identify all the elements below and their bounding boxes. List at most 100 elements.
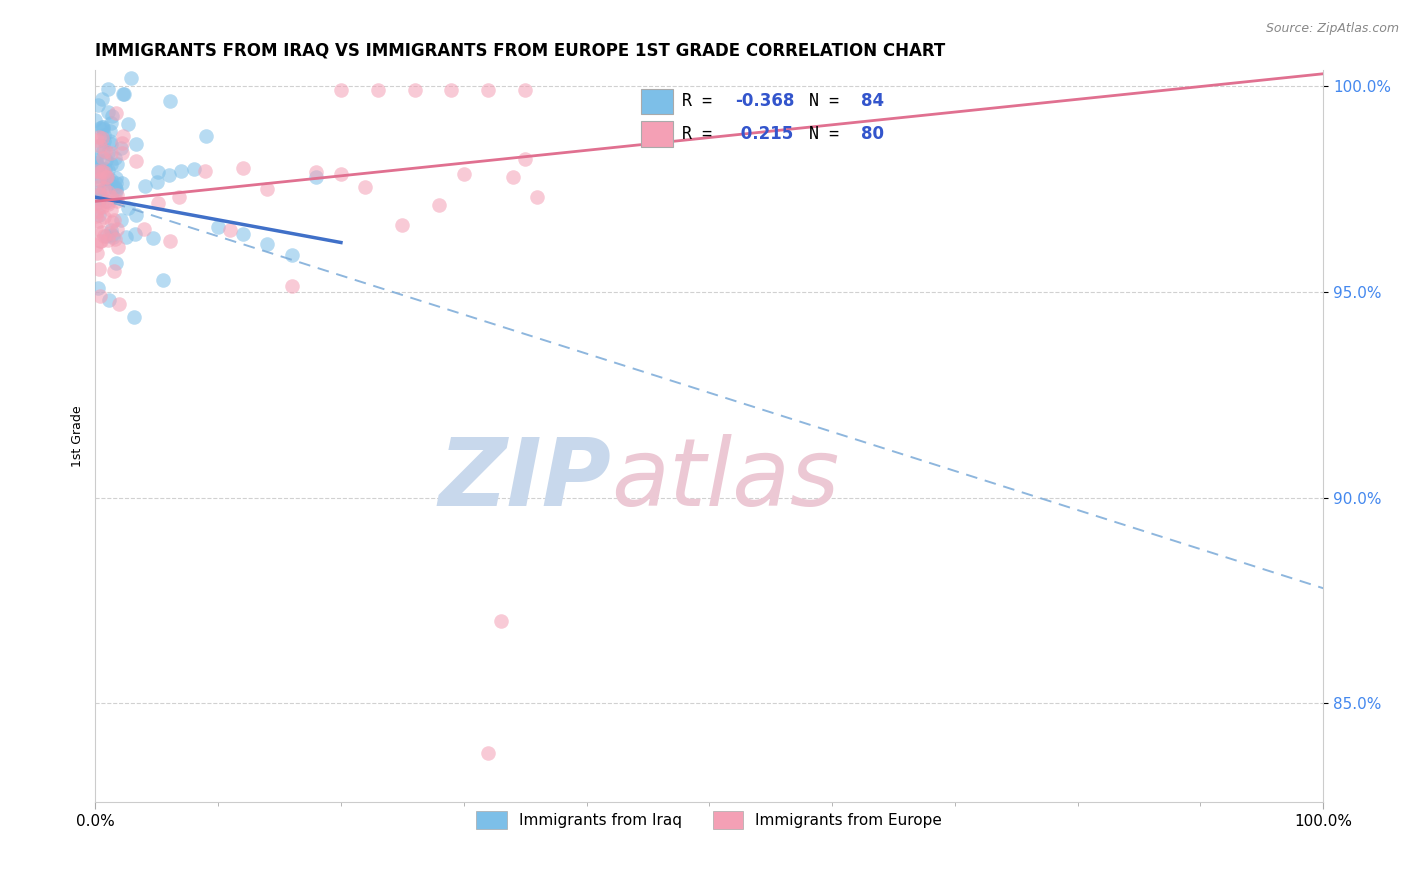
Point (100, 146, 122, 161)
Point (100, 215, 122, 229)
Point (112, 87, 135, 101)
Point (96, 186, 118, 200)
Text: ZIP: ZIP (439, 434, 612, 526)
Point (122, 310, 145, 324)
Point (354, 179, 377, 194)
Point (89, 192, 111, 206)
Point (87, 130, 110, 145)
Point (97, 146, 120, 161)
Point (101, 228, 124, 243)
Point (256, 237, 278, 252)
Point (170, 163, 193, 178)
Point (125, 136, 148, 151)
Point (87, 180, 110, 194)
Point (105, 157, 128, 171)
Point (232, 227, 254, 241)
Point (87, 261, 110, 276)
Point (110, 213, 132, 227)
Point (93, 182, 115, 196)
Point (84, 113, 107, 128)
Point (84, 156, 107, 170)
Point (84, 153, 107, 167)
Point (195, 129, 218, 144)
Point (93, 128, 115, 142)
Point (89, 187, 111, 202)
Point (93, 144, 115, 158)
Y-axis label: 1st Grade: 1st Grade (72, 405, 84, 467)
Point (87, 200, 110, 214)
Point (87, 281, 110, 295)
Point (91, 145, 114, 159)
Point (107, 240, 129, 254)
Point (142, 231, 165, 245)
Point (89, 289, 111, 303)
Point (111, 136, 134, 150)
Point (87, 196, 110, 211)
Point (96, 176, 118, 190)
Point (305, 165, 328, 179)
Point (513, 83, 536, 97)
Point (89, 138, 111, 153)
Point (97, 162, 120, 177)
Point (87, 160, 110, 174)
Point (96, 153, 118, 167)
Point (329, 83, 352, 97)
Point (100, 203, 122, 218)
Point (91, 200, 114, 214)
Point (94, 229, 117, 244)
Point (111, 129, 134, 144)
Point (96, 169, 118, 184)
Point (91, 120, 114, 134)
Point (489, 614, 512, 628)
Point (93, 210, 115, 224)
Point (124, 227, 146, 241)
Point (86, 188, 108, 202)
Point (89, 165, 111, 179)
Point (157, 169, 180, 183)
Point (84, 152, 107, 166)
Point (110, 141, 132, 155)
Point (98, 134, 121, 148)
Point (84, 221, 107, 235)
Point (100, 190, 122, 204)
Point (101, 109, 124, 123)
Point (89, 139, 111, 153)
Text: Source: ZipAtlas.com: Source: ZipAtlas.com (1265, 22, 1399, 36)
Point (93, 164, 115, 178)
Point (103, 212, 125, 227)
Point (87, 172, 110, 186)
Point (207, 219, 229, 234)
Point (232, 161, 254, 176)
Point (145, 176, 167, 190)
Point (183, 162, 205, 177)
Point (105, 170, 128, 185)
Point (440, 83, 463, 97)
Point (105, 182, 128, 196)
Point (367, 83, 389, 97)
Point (91, 164, 114, 178)
Point (159, 95, 181, 109)
Point (87, 208, 110, 222)
Point (86, 203, 108, 218)
Point (86, 195, 108, 210)
Point (329, 167, 352, 181)
Point (91, 130, 114, 145)
Point (125, 153, 148, 168)
Point (104, 184, 127, 198)
Point (281, 248, 304, 262)
Point (132, 222, 155, 236)
Point (103, 180, 125, 194)
Text: IMMIGRANTS FROM IRAQ VS IMMIGRANTS FROM EUROPE 1ST GRADE CORRELATION CHART: IMMIGRANTS FROM IRAQ VS IMMIGRANTS FROM … (96, 42, 946, 60)
Point (159, 234, 181, 248)
Point (91, 225, 114, 239)
Point (104, 151, 127, 165)
Point (125, 208, 148, 222)
Point (97, 105, 120, 120)
Point (89, 186, 111, 200)
Point (96, 171, 118, 186)
Point (97, 234, 120, 248)
Point (477, 83, 499, 97)
Point (97, 81, 120, 95)
Text: atlas: atlas (612, 434, 839, 525)
Point (93, 180, 115, 194)
